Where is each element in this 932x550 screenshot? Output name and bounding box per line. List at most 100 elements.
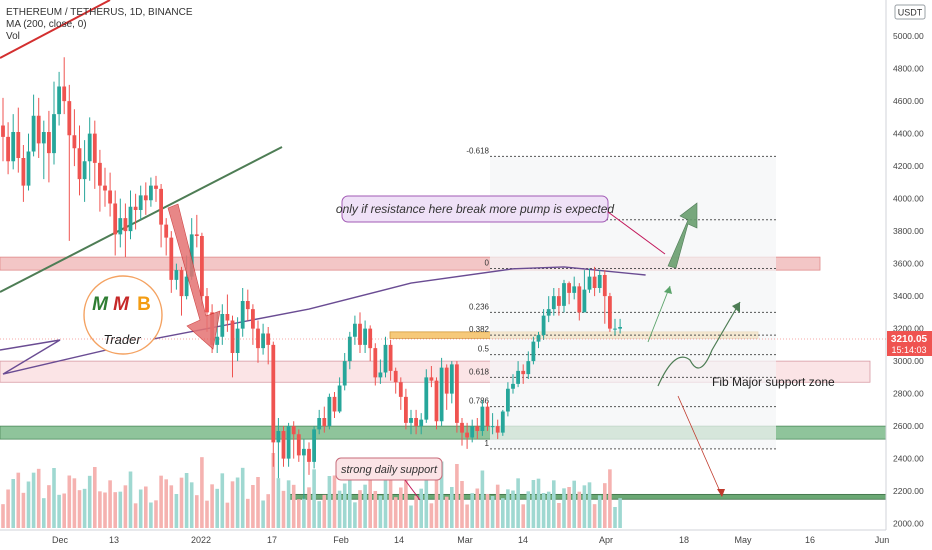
candle-body: [511, 383, 515, 389]
volume-bar: [327, 476, 332, 528]
candle: [500, 409, 505, 436]
volume-bar: [567, 487, 571, 528]
fib-level-label: -0.618: [466, 146, 489, 155]
volume-bar: [506, 489, 510, 528]
fib-level-label: 0.786: [469, 397, 490, 406]
candle: [138, 185, 143, 220]
volume-bar: [302, 498, 306, 528]
candle: [587, 268, 592, 293]
price-axis[interactable]: 5000.00 4800.00 4600.00 4400.00 4200.00 4000.…: [885, 0, 932, 550]
candle-body: [36, 115, 41, 144]
volume-bar: [235, 477, 240, 528]
candle-body: [597, 275, 602, 288]
volume-bar: [240, 467, 245, 528]
fib-level-label: 0.5: [478, 345, 490, 354]
candle: [511, 374, 515, 394]
volume-bar: [98, 491, 102, 528]
candle: [143, 182, 148, 215]
volume-bar: [409, 505, 413, 528]
candle: [77, 125, 82, 196]
candle: [164, 218, 169, 256]
candle-body: [179, 270, 184, 297]
volume-bar: [174, 494, 179, 528]
candle-body: [551, 296, 556, 310]
price-tick-label: 3800.00: [893, 226, 924, 236]
candle: [271, 341, 276, 467]
volume-bar: [434, 476, 439, 528]
candle-body: [332, 396, 337, 412]
candle: [572, 276, 577, 300]
candle: [557, 288, 561, 316]
candle-body: [123, 218, 128, 232]
candle: [16, 107, 21, 173]
candle: [87, 117, 92, 181]
candle-body: [159, 188, 163, 225]
candle: [404, 388, 408, 430]
candle-body: [383, 344, 388, 373]
candle: [541, 309, 546, 340]
candle: [174, 263, 179, 290]
volume-bar: [16, 472, 21, 528]
volume-bar: [67, 475, 72, 528]
candle-body: [602, 275, 607, 297]
candle-body: [164, 224, 169, 238]
time-axis[interactable]: Dec 13 2022 17 Feb 14 Mar 14 Apr 18 May 16 Jun: [0, 529, 932, 550]
candle-body: [444, 367, 449, 394]
volume-bar: [552, 480, 556, 528]
candle-body: [21, 158, 26, 186]
thin-red-arrow: [677, 395, 723, 497]
price-tick-label: 5000.00: [893, 31, 924, 41]
candle-body: [439, 367, 444, 422]
candle-body: [572, 286, 577, 293]
time-tick-label: 14: [518, 535, 528, 545]
candle: [251, 304, 255, 345]
candle-body: [118, 218, 123, 235]
candle-body: [358, 323, 362, 345]
volume-bar: [103, 492, 107, 528]
volume-bar: [62, 493, 66, 528]
volume-bar: [256, 477, 260, 528]
candle-body: [194, 234, 199, 236]
candle: [296, 429, 301, 462]
volume-bar: [577, 491, 582, 528]
volume-bar: [618, 498, 622, 528]
volume-bar: [123, 485, 128, 528]
candle-body: [189, 234, 194, 277]
candle-body: [302, 448, 306, 456]
logo-letter-2: M: [113, 294, 130, 315]
candle-body: [31, 115, 36, 152]
candle: [363, 320, 367, 353]
volume-bar: [546, 491, 551, 528]
volume-bar: [424, 462, 429, 528]
candle-body: [618, 327, 622, 329]
time-tick-label: 17: [267, 535, 277, 545]
candle-body: [1, 125, 5, 137]
candle-body: [404, 396, 408, 423]
volume-bar: [225, 502, 230, 528]
volume-bar: [87, 475, 92, 528]
candle-body: [536, 335, 541, 342]
candle-body: [220, 314, 225, 337]
currency-badge[interactable]: USDT: [894, 4, 926, 20]
volume-bar: [475, 488, 480, 528]
candle: [516, 361, 520, 388]
candle: [613, 318, 617, 336]
candle-body: [261, 333, 265, 349]
candle-body: [41, 132, 46, 144]
candle: [449, 361, 454, 404]
price-tick-label: 4600.00: [893, 96, 924, 106]
volume-bar: [439, 461, 444, 528]
candle-body: [113, 203, 118, 235]
volume-bar: [419, 488, 423, 528]
candle-body: [271, 344, 276, 443]
volume-bar: [373, 491, 378, 528]
candle: [455, 361, 459, 433]
candle: [118, 198, 123, 248]
candle: [429, 366, 434, 388]
volume-bar: [562, 488, 566, 528]
candle-body: [230, 320, 235, 353]
candle: [353, 315, 357, 345]
volume-layer: [1, 453, 622, 528]
volume-bar: [587, 482, 592, 528]
